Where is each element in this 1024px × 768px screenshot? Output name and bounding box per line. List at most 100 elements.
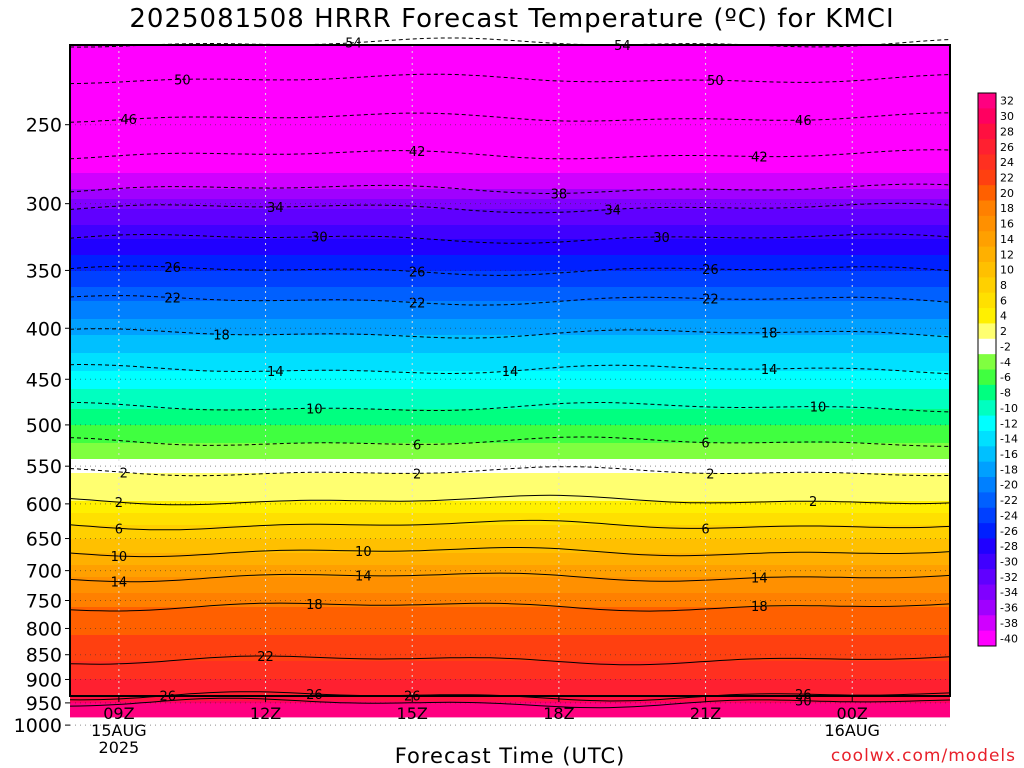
- field-band: [70, 129, 950, 132]
- field-band: [70, 597, 950, 600]
- field-band: [70, 415, 950, 418]
- field-band: [70, 293, 950, 296]
- field-band: [70, 103, 950, 106]
- field-band: [70, 107, 950, 110]
- field-band: [70, 305, 950, 308]
- field-band: [70, 73, 950, 76]
- field-band: [70, 155, 950, 158]
- colorbar-label: 2: [1000, 325, 1007, 338]
- field-band: [70, 437, 950, 440]
- field-band: [70, 541, 950, 544]
- colorbar-label: 26: [1000, 141, 1014, 154]
- field-band: [70, 545, 950, 548]
- field-band: [70, 279, 950, 282]
- field-band: [70, 469, 950, 472]
- contour-label: 46: [795, 114, 812, 129]
- colorbar-label: 12: [1000, 248, 1014, 261]
- field-band: [70, 581, 950, 584]
- field-band: [70, 453, 950, 456]
- colorbar-swatch: [978, 461, 996, 478]
- field-band: [70, 455, 950, 458]
- field-band: [70, 673, 950, 676]
- y-axis: 2503003504004505005506006507007508008509…: [14, 115, 70, 737]
- field-band: [70, 149, 950, 152]
- field-band: [70, 483, 950, 486]
- field-band: [70, 403, 950, 406]
- field-band: [70, 321, 950, 324]
- colorbar-label: 8: [1000, 279, 1007, 292]
- field-band: [70, 429, 950, 432]
- contour-label: 22: [409, 297, 426, 312]
- field-band: [70, 311, 950, 314]
- y-tick-label: 600: [26, 494, 62, 516]
- field-band: [70, 507, 950, 510]
- field-band: [70, 413, 950, 416]
- field-band: [70, 315, 950, 318]
- field-band: [70, 387, 950, 390]
- field-band: [70, 661, 950, 664]
- field-band: [70, 659, 950, 662]
- field-band: [70, 377, 950, 380]
- field-band: [70, 101, 950, 104]
- field-band: [70, 243, 950, 246]
- field-band: [70, 83, 950, 86]
- colorbar-label: -36: [1000, 602, 1018, 615]
- field-band: [70, 173, 950, 176]
- colorbar-label: 14: [1000, 233, 1014, 246]
- contour-label: 10: [810, 401, 827, 416]
- field-band: [70, 373, 950, 376]
- field-band: [70, 187, 950, 190]
- y-tick-label: 700: [26, 561, 62, 583]
- field-band: [70, 567, 950, 570]
- field-band: [70, 571, 950, 574]
- field-band: [70, 205, 950, 208]
- field-band: [70, 195, 950, 198]
- field-band: [70, 609, 950, 612]
- field-band: [70, 147, 950, 150]
- contour-label: 42: [409, 145, 426, 160]
- field-band: [70, 257, 950, 260]
- contour-label: 54: [614, 39, 631, 54]
- field-band: [70, 617, 950, 620]
- field-band: [70, 49, 950, 52]
- colorbar-swatch: [978, 169, 996, 186]
- field-band: [70, 337, 950, 340]
- field-band: [70, 493, 950, 496]
- field-band: [70, 331, 950, 334]
- field-band: [70, 213, 950, 216]
- colorbar-label: -4: [1000, 356, 1011, 369]
- field-band: [70, 473, 950, 476]
- field-band: [70, 203, 950, 206]
- colorbar-label: 4: [1000, 310, 1007, 323]
- field-band: [70, 557, 950, 560]
- field-band: [70, 319, 950, 322]
- contour-label: 22: [164, 292, 181, 307]
- field-band: [70, 531, 950, 534]
- y-tick-label: 400: [26, 318, 62, 340]
- field-band: [70, 523, 950, 526]
- field-band: [70, 619, 950, 622]
- field-band: [70, 167, 950, 170]
- field-band: [70, 117, 950, 120]
- field-band: [70, 309, 950, 312]
- contour-label: 6: [701, 522, 709, 537]
- colorbar-label: 20: [1000, 187, 1014, 200]
- field-band: [70, 697, 950, 700]
- y-tick-label: 450: [26, 369, 62, 391]
- colorbar-swatch: [978, 323, 996, 340]
- contour-label: 50: [707, 74, 724, 89]
- y-tick-label: 1000: [14, 715, 62, 737]
- field-band: [70, 639, 950, 642]
- field-band: [70, 427, 950, 430]
- field-band: [70, 635, 950, 638]
- y-tick-label: 500: [26, 415, 62, 437]
- contour-label: 14: [355, 570, 372, 585]
- colorbar-label: -12: [1000, 417, 1018, 430]
- field-band: [70, 255, 950, 258]
- contour-label: 26: [164, 261, 181, 276]
- field-band: [70, 239, 950, 242]
- field-band: [70, 375, 950, 378]
- field-band: [70, 477, 950, 480]
- field-band: [70, 677, 950, 680]
- contour-label: 6: [701, 437, 709, 452]
